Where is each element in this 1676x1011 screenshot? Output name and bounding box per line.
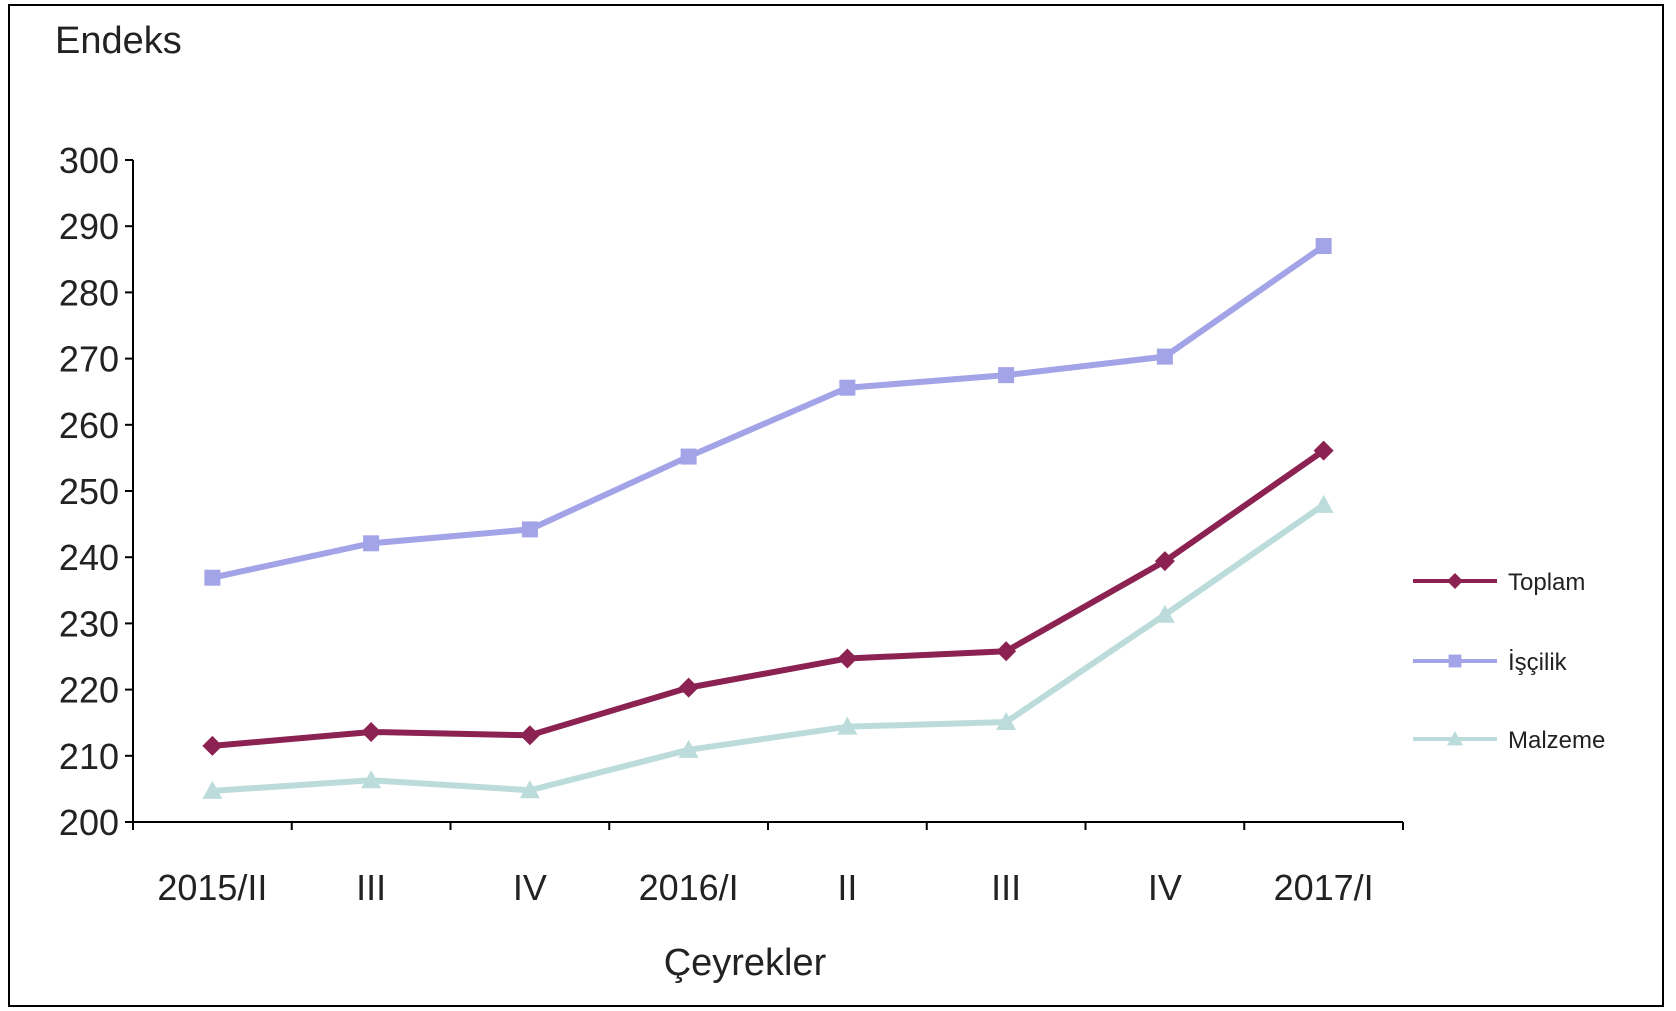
y-tick-label: 280	[59, 272, 119, 313]
y-tick-label: 300	[59, 140, 119, 181]
y-tick-label: 290	[59, 206, 119, 247]
y-tick-label: 250	[59, 471, 119, 512]
data-point	[680, 448, 697, 465]
legend-label: Toplam	[1508, 569, 1585, 596]
data-point	[202, 735, 223, 756]
data-point	[361, 721, 382, 742]
x-tick-label: IV	[513, 867, 547, 908]
data-point	[202, 780, 223, 799]
series-0	[202, 440, 1334, 756]
y-tick-label: 200	[59, 802, 119, 843]
data-point	[1447, 731, 1463, 746]
data-point	[519, 725, 540, 746]
data-point	[996, 712, 1017, 731]
y-tick-label: 270	[59, 339, 119, 380]
data-point	[839, 379, 856, 396]
x-axis-title: Çeyrekler	[664, 942, 827, 984]
data-point	[519, 780, 540, 799]
data-point	[1313, 440, 1334, 461]
series-line	[211, 243, 1326, 581]
legend-item: Malzeme	[1413, 727, 1605, 754]
y-tick-label: 260	[59, 405, 119, 446]
series-1	[204, 238, 1332, 586]
data-point	[678, 677, 699, 698]
data-point	[1313, 494, 1334, 513]
y-tick-label: 210	[59, 736, 119, 777]
data-point	[996, 641, 1017, 662]
x-tick-label: III	[356, 867, 386, 908]
legend-item: Toplam	[1413, 569, 1585, 596]
data-point	[1447, 573, 1463, 589]
y-axis-title: Endeks	[55, 20, 182, 62]
y-tick-label: 240	[59, 537, 119, 578]
data-point	[204, 569, 221, 586]
series-2	[202, 494, 1334, 799]
data-point	[1315, 238, 1332, 255]
data-point	[1448, 654, 1462, 668]
axes: 200 210 220 230 240 250 260 270 280 290 300 2015/II…	[59, 140, 1404, 908]
x-tick-label: 2016/I	[639, 867, 739, 908]
y-tick-label: 230	[59, 603, 119, 644]
x-tick-label: 2017/I	[1274, 867, 1374, 908]
data-point	[998, 367, 1015, 384]
legend-item: İşçilik	[1413, 649, 1568, 676]
legend-label: İşçilik	[1508, 649, 1568, 676]
series-line	[212, 448, 1326, 749]
data-point	[521, 521, 538, 538]
data-point	[1154, 551, 1175, 572]
x-tick-label: II	[837, 867, 857, 908]
legend-label: Malzeme	[1508, 727, 1605, 754]
chart-frame	[8, 4, 1664, 1007]
data-point	[1154, 604, 1175, 623]
data-point	[1156, 348, 1173, 365]
data-point	[837, 648, 858, 669]
y-tick-label: 220	[59, 670, 119, 711]
series-line	[212, 502, 1326, 794]
series-layer	[202, 238, 1334, 799]
data-point	[361, 770, 382, 789]
x-tick-label: 2015/II	[157, 867, 267, 908]
data-point	[837, 716, 858, 735]
data-point	[363, 535, 380, 552]
data-point	[678, 739, 699, 758]
x-tick-label: III	[991, 867, 1021, 908]
legend: Toplam İşçilik Malzeme	[1413, 569, 1605, 754]
x-tick-label: IV	[1148, 867, 1182, 908]
